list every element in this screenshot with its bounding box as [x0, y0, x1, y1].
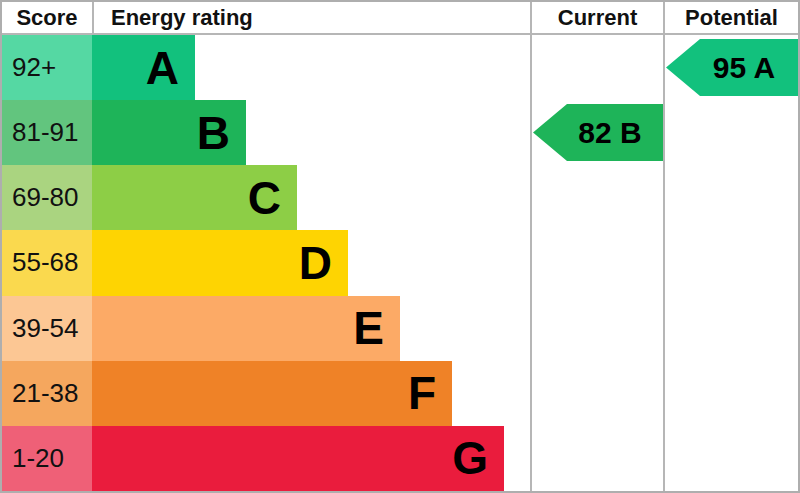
score-cell-e: 39-54: [2, 296, 92, 361]
band-row-c: 69-80 C: [2, 165, 798, 230]
rating-bar-e: E: [92, 296, 400, 361]
band-row-e: 39-54 E: [2, 296, 798, 361]
rating-bands: 92+ A 81-91 B 69-80 C 55-68 D 39-54: [2, 35, 798, 491]
rating-bar-d: D: [92, 230, 348, 295]
score-cell-c: 69-80: [2, 165, 92, 230]
rating-bar-a: A: [92, 35, 195, 100]
band-row-b: 81-91 B: [2, 100, 798, 165]
band-row-f: 21-38 F: [2, 361, 798, 426]
score-cell-d: 55-68: [2, 230, 92, 295]
score-cell-b: 81-91: [2, 100, 92, 165]
epc-rating-chart: Score Energy rating Current Potential 92…: [0, 0, 800, 493]
band-letter-f: F: [408, 370, 436, 416]
score-cell-f: 21-38: [2, 361, 92, 426]
band-letter-b: B: [197, 110, 230, 156]
rating-bar-g: G: [92, 426, 504, 491]
band-letter-c: C: [248, 175, 281, 221]
score-column-divider: [92, 2, 94, 33]
energy-rating-column-header: Energy rating: [94, 2, 547, 33]
band-letter-g: G: [452, 435, 488, 481]
potential-column-header: Potential: [665, 2, 798, 33]
score-cell-a: 92+: [2, 35, 92, 100]
band-letter-d: D: [299, 240, 332, 286]
band-row-g: 1-20 G: [2, 426, 798, 491]
score-cell-g: 1-20: [2, 426, 92, 491]
band-letter-e: E: [353, 305, 384, 351]
rating-bar-f: F: [92, 361, 452, 426]
rating-bar-c: C: [92, 165, 297, 230]
band-row-d: 55-68 D: [2, 230, 798, 295]
rating-bar-b: B: [92, 100, 246, 165]
band-letter-a: A: [146, 45, 179, 91]
current-column-header: Current: [532, 2, 663, 33]
score-column-header: Score: [2, 2, 92, 33]
